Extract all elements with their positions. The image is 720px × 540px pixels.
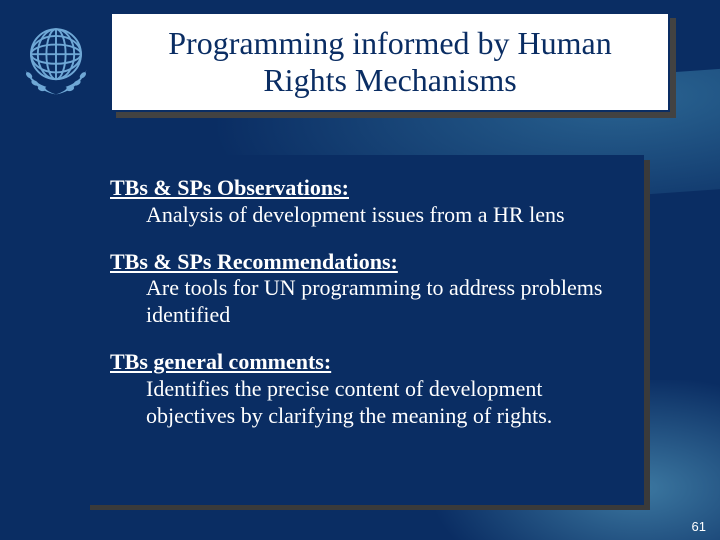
title-box: Programming informed by Human Rights Mec… [110,12,670,112]
section-heading: TBs & SPs Observations: [110,175,349,200]
section-observations: TBs & SPs Observations: Analysis of deve… [110,175,618,229]
slide: Programming informed by Human Rights Mec… [0,0,720,540]
section-heading: TBs & SPs Recommendations: [110,249,398,274]
section-body: Analysis of development issues from a HR… [110,202,618,229]
section-heading: TBs general comments: [110,349,331,374]
section-body: Identifies the precise content of develo… [110,376,618,430]
page-number: 61 [692,519,706,534]
body-box: TBs & SPs Observations: Analysis of deve… [84,155,644,505]
section-recommendations: TBs & SPs Recommendations: Are tools for… [110,249,618,329]
un-emblem-icon [8,10,104,106]
section-body: Are tools for UN programming to address … [110,275,618,329]
slide-title: Programming informed by Human Rights Mec… [132,25,648,99]
section-general-comments: TBs general comments: Identifies the pre… [110,349,618,429]
